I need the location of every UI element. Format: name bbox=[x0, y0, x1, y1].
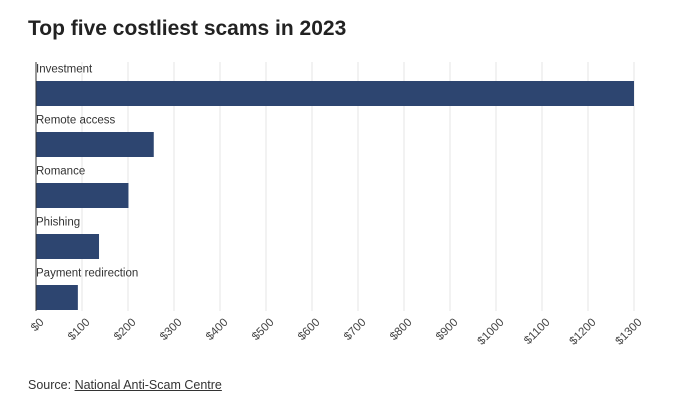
category-labels: Investment Remote access Romance Phishing Pa… bbox=[36, 64, 138, 280]
source-link[interactable]: National Anti-Scam Centre bbox=[74, 378, 222, 392]
x-tick-label: $1200 bbox=[568, 316, 599, 347]
x-tick-label: $800 bbox=[388, 316, 415, 343]
x-tick-label: $1100 bbox=[522, 316, 553, 347]
x-tick-label: $500 bbox=[250, 316, 277, 343]
source-label: Source: bbox=[28, 378, 75, 392]
x-tick-label: $1300 bbox=[614, 316, 645, 347]
category-label: Payment redirection bbox=[36, 268, 138, 280]
source-line: Source: National Anti-Scam Centre bbox=[28, 378, 222, 392]
bar bbox=[36, 285, 78, 310]
x-tick-label: $0 bbox=[29, 316, 47, 334]
bar-chart: Investment Remote access Romance Phishing Pa… bbox=[29, 62, 645, 348]
bar bbox=[36, 183, 129, 208]
category-label: Remote access bbox=[36, 115, 116, 127]
bar bbox=[36, 81, 634, 106]
x-tick-label: $1000 bbox=[476, 316, 507, 347]
x-tick-label: $300 bbox=[158, 316, 185, 343]
bar bbox=[36, 234, 100, 259]
x-tick-label: $100 bbox=[66, 316, 93, 343]
category-label: Investment bbox=[36, 64, 93, 76]
x-tick-label: $400 bbox=[204, 316, 231, 343]
bars bbox=[36, 81, 634, 310]
category-label: Phishing bbox=[36, 217, 80, 229]
x-tick-label: $900 bbox=[434, 316, 461, 343]
bar bbox=[36, 132, 154, 157]
x-tick-label: $700 bbox=[342, 316, 369, 343]
category-label: Romance bbox=[36, 166, 85, 178]
chart-title: Top five costliest scams in 2023 bbox=[28, 17, 347, 40]
x-tick-label: $200 bbox=[112, 316, 139, 343]
x-tick-label: $600 bbox=[296, 316, 323, 343]
